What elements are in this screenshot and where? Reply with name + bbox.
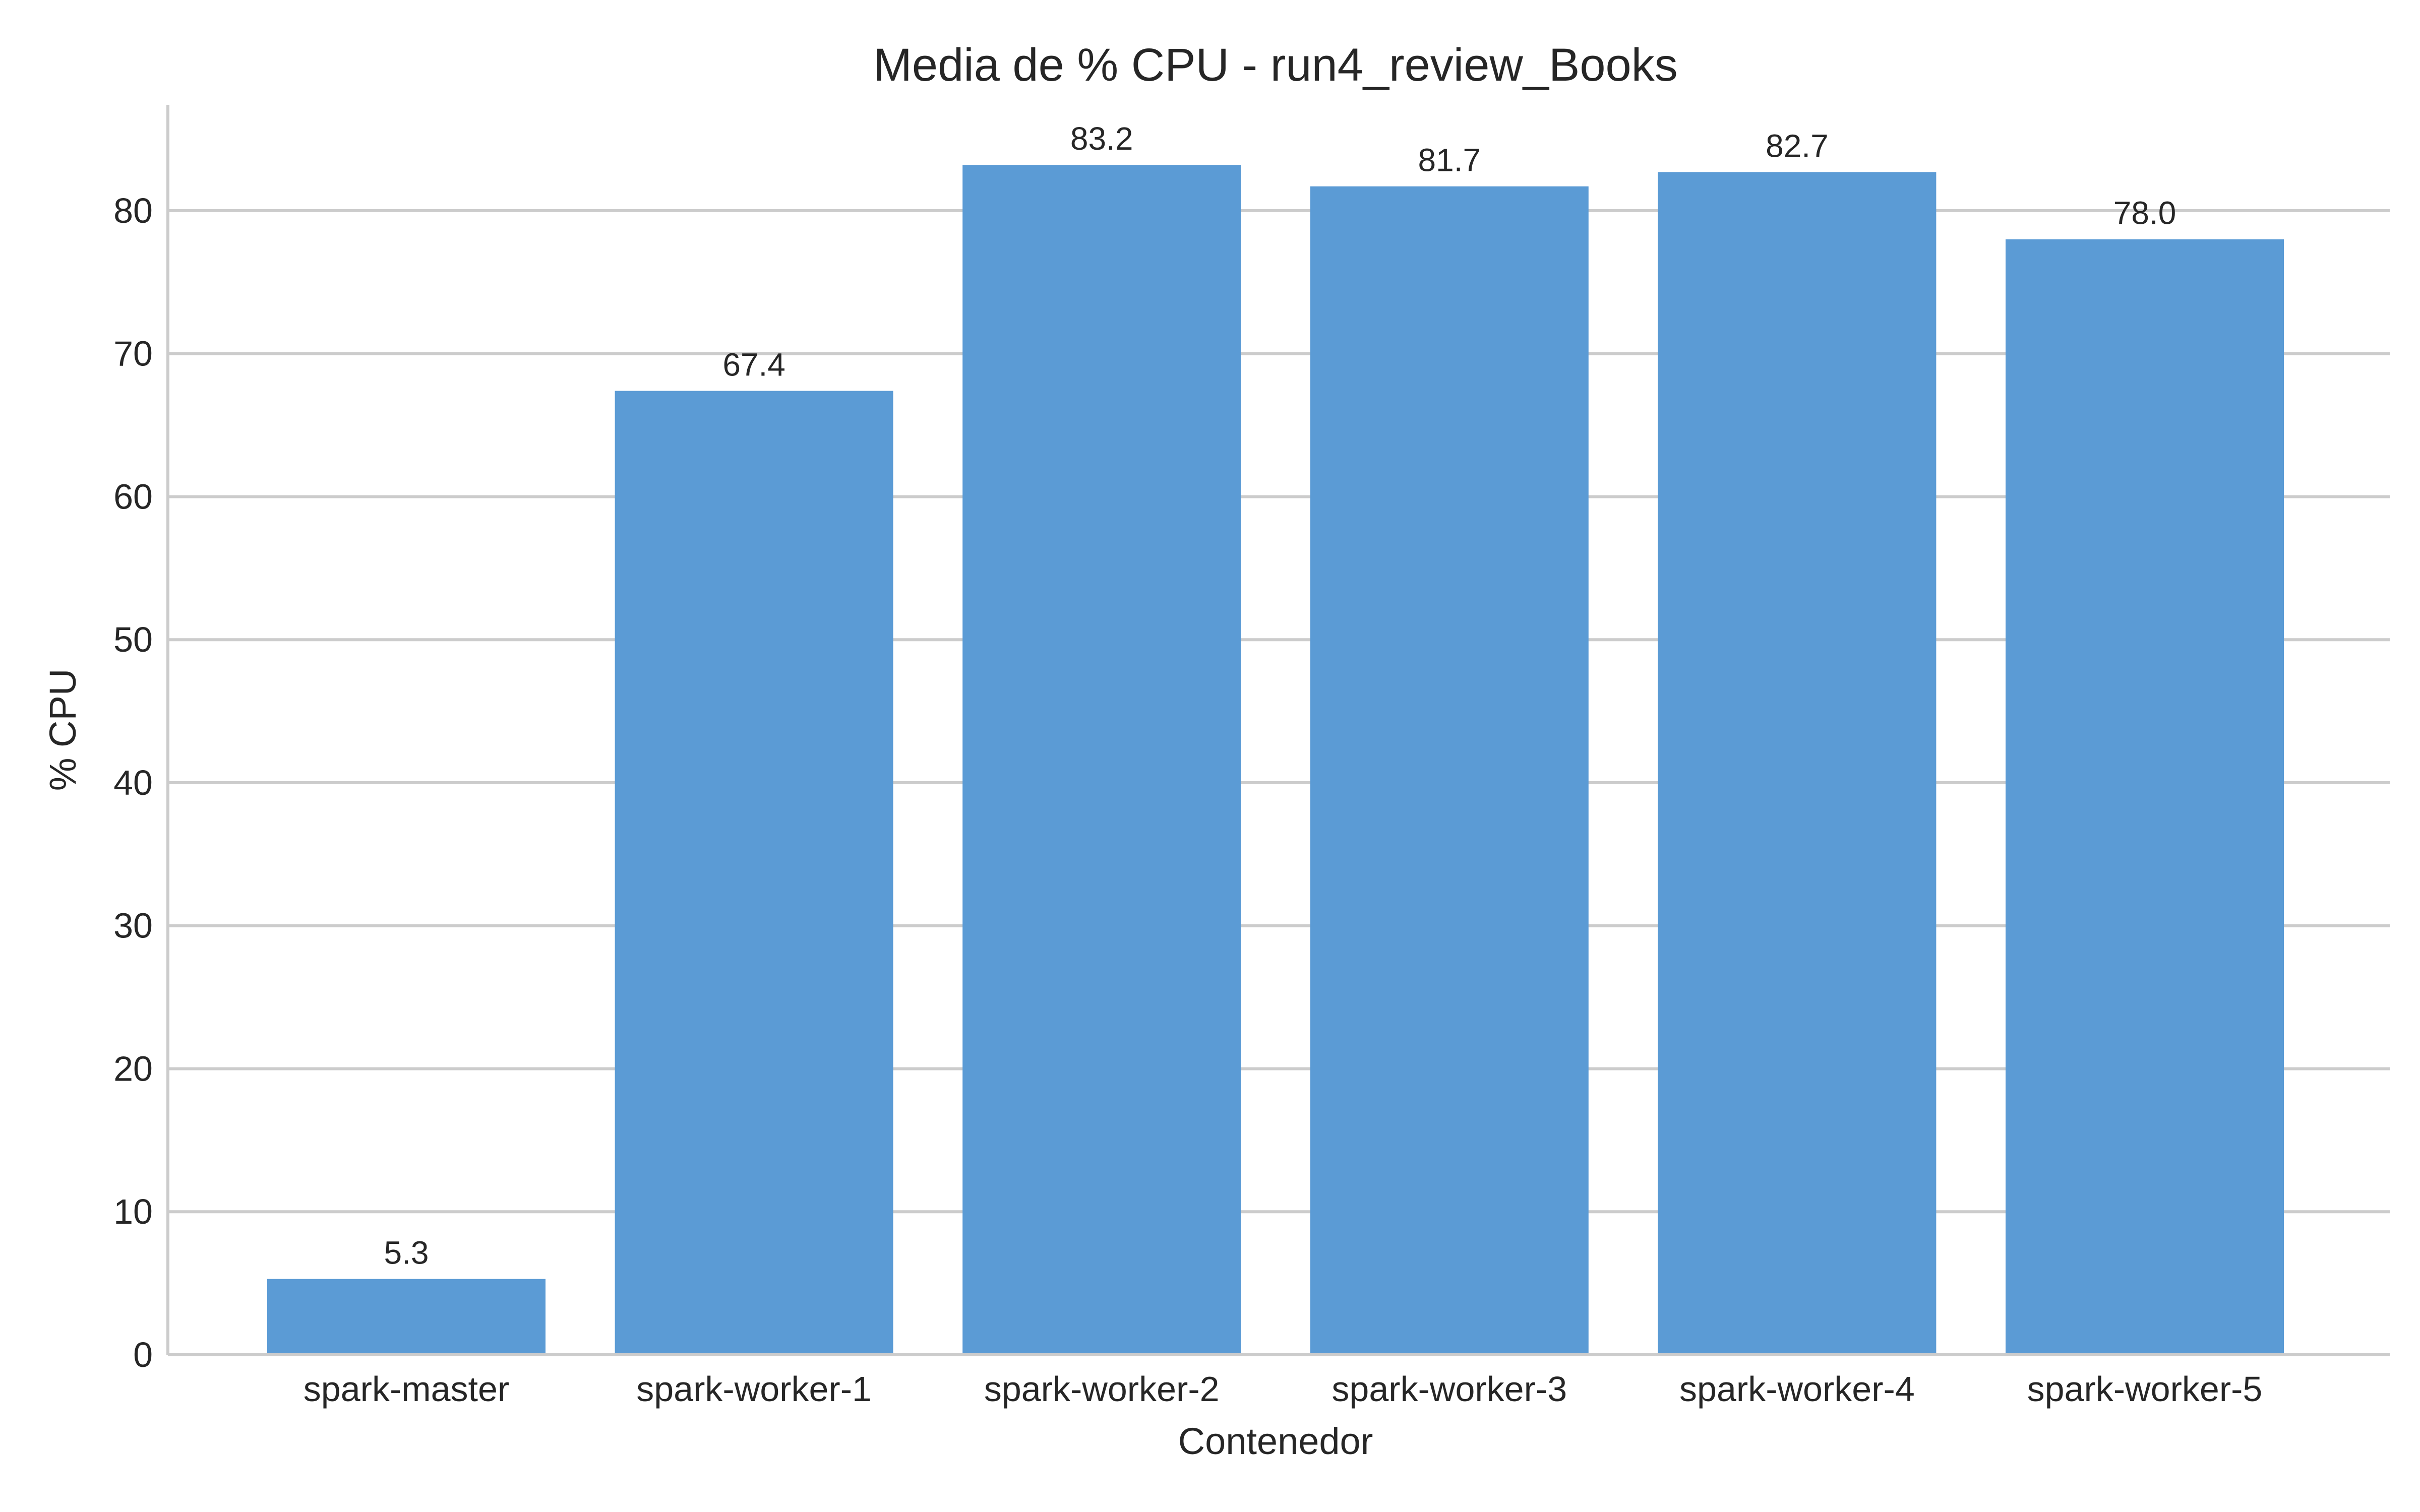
y-tick-label: 50 [113,620,153,659]
bar-spark-master [267,1279,546,1355]
y-tick-label: 20 [113,1049,153,1088]
x-tick-label: spark-worker-1 [636,1369,872,1409]
bar-spark-worker-5 [2006,239,2284,1355]
bar-spark-worker-3 [1310,186,1589,1355]
data-labels: 5.3 67.4 83.2 81.7 82.7 78.0 [384,120,2176,1271]
y-tick-label: 30 [113,906,153,946]
data-label: 5.3 [384,1235,429,1271]
x-tick-label: spark-worker-4 [1679,1369,1915,1409]
gridlines [168,209,2390,1214]
y-tick-label: 0 [133,1335,153,1374]
x-tick-label: spark-worker-2 [984,1369,1220,1409]
y-tick-label: 60 [113,477,153,516]
y-axis-label: % CPU [42,669,84,791]
bar-spark-worker-1 [615,391,893,1355]
data-label: 67.4 [722,347,785,383]
x-tick-label: spark-worker-5 [2027,1369,2263,1409]
y-tick-label: 10 [113,1192,153,1231]
data-label: 83.2 [1070,120,1133,157]
chart-title: Media de % CPU - run4_review_Books [873,39,1677,91]
y-tick-label: 80 [113,191,153,230]
bar-spark-worker-2 [962,165,1241,1355]
x-tick-label: spark-master [304,1369,509,1409]
y-tick-label: 40 [113,763,153,802]
x-tick-label: spark-worker-3 [1332,1369,1567,1409]
x-axis-ticks: spark-master spark-worker-1 spark-worker-2… [304,1369,2263,1409]
x-axis-label: Contenedor [1178,1420,1373,1462]
y-tick-label: 70 [113,334,153,373]
data-label: 81.7 [1418,142,1481,178]
bar-spark-worker-4 [1658,172,1937,1355]
data-label: 78.0 [2113,195,2176,231]
y-axis-ticks: 0 10 20 30 40 50 60 70 80 [113,191,153,1374]
bars [267,165,2284,1355]
data-label: 82.7 [1766,128,1829,164]
